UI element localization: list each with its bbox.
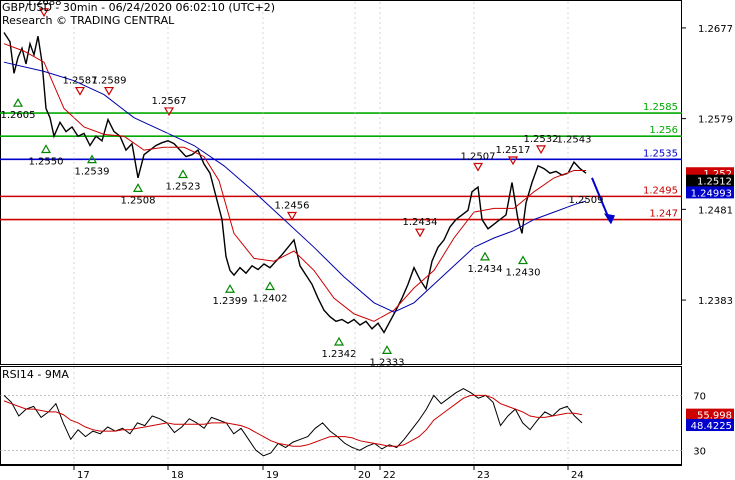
high-label-19: 1.2532 bbox=[524, 134, 559, 145]
rsi-tag-label-1: 48.4225 bbox=[691, 421, 732, 432]
level-label-1: 1.256 bbox=[649, 125, 678, 136]
low-marker-8 bbox=[177, 169, 189, 179]
chart-credit: Research © TRADING CENTRAL bbox=[2, 14, 175, 27]
price-panel-frame bbox=[0, 0, 682, 365]
price-line-1 bbox=[3, 43, 586, 322]
level-label-3: 1.2495 bbox=[643, 185, 678, 196]
high-label-4: 1.2589 bbox=[92, 76, 127, 87]
y-tick-label-3: 1.2383 bbox=[698, 296, 733, 307]
y-tick-label-1: 1.2579 bbox=[698, 115, 733, 126]
y-tick-label-0: 1.2677 bbox=[698, 24, 733, 35]
low-marker-16 bbox=[479, 251, 491, 261]
high-marker-0 bbox=[38, 8, 50, 18]
high-label-7: 1.2567 bbox=[152, 96, 187, 107]
high-marker-17 bbox=[507, 156, 519, 166]
high-marker-4 bbox=[103, 86, 115, 96]
low-marker-2 bbox=[40, 144, 52, 154]
point-label-21: 1.2509 bbox=[569, 195, 604, 206]
rsi-tag-bg-0 bbox=[686, 408, 734, 421]
low-label-1: 1.2605 bbox=[1, 110, 36, 121]
level-label-0: 1.2585 bbox=[643, 102, 678, 113]
high-label-17: 1.2517 bbox=[496, 145, 531, 156]
high-label-3: 1.2587 bbox=[63, 76, 98, 87]
low-marker-12 bbox=[333, 336, 345, 346]
x-tick-label-6: 24 bbox=[571, 470, 584, 480]
price-tag-bg-1 bbox=[686, 174, 734, 187]
high-label-0: 1.2688 bbox=[27, 0, 62, 8]
high-marker-15 bbox=[472, 162, 484, 172]
y-tick-label-2: 1.2481 bbox=[698, 205, 733, 216]
rsi-title: RSI14 - 9MA bbox=[2, 368, 69, 381]
x-tick-label-4: 22 bbox=[383, 470, 396, 480]
low-marker-18 bbox=[517, 255, 529, 265]
low-marker-5 bbox=[86, 154, 98, 164]
high-marker-11 bbox=[286, 211, 298, 221]
high-marker-19 bbox=[535, 145, 547, 155]
low-marker-6 bbox=[132, 183, 144, 192]
support-resistance-levels: 1.2585 1.256 1.2535 1.2495 1.247 bbox=[0, 102, 682, 221]
price-tag-label-1: 1.2512 bbox=[697, 177, 732, 188]
rsi-series bbox=[0, 388, 682, 457]
high-label-11: 1.2456 bbox=[275, 201, 310, 212]
high-marker-7 bbox=[163, 107, 175, 117]
rsi-tag-label-0: 55.998 bbox=[697, 411, 732, 422]
x-tick-label-2: 19 bbox=[266, 470, 279, 480]
rsi-tick-label-1: 30 bbox=[693, 446, 706, 457]
rsi-panel-frame bbox=[0, 366, 682, 465]
x-tick-label-3: 20 bbox=[358, 470, 371, 480]
low-label-16: 1.2434 bbox=[468, 264, 503, 275]
low-label-8: 1.2523 bbox=[166, 181, 201, 192]
price-tag-label-2: 1.24993 bbox=[691, 188, 732, 199]
low-label-13: 1.2333 bbox=[370, 357, 405, 368]
axis-labels: 1.26771.25791.24811.23831.2521.25121.249… bbox=[73, 2, 734, 480]
low-label-6: 1.2508 bbox=[121, 195, 156, 206]
high-label-15: 1.2507 bbox=[461, 151, 496, 162]
low-marker-1 bbox=[12, 97, 24, 107]
low-marker-10 bbox=[264, 281, 276, 291]
high-marker-14 bbox=[414, 228, 426, 238]
price-line-0 bbox=[3, 32, 587, 334]
x-tick-label-5: 23 bbox=[477, 470, 490, 480]
level-label-2: 1.2535 bbox=[643, 148, 678, 159]
x-tick-label-0: 17 bbox=[77, 470, 90, 480]
point-label-20: 1.2543 bbox=[557, 135, 592, 146]
low-marker-9 bbox=[224, 284, 236, 293]
rsi-tag-bg-1 bbox=[686, 419, 734, 432]
price-series bbox=[3, 32, 615, 334]
low-label-5: 1.2539 bbox=[75, 167, 110, 178]
low-label-9: 1.2399 bbox=[213, 296, 248, 307]
low-label-12: 1.2342 bbox=[322, 349, 357, 360]
price-tag-bg-2 bbox=[686, 186, 734, 199]
rsi-tick-label-0: 70 bbox=[693, 391, 706, 402]
x-tick-label-1: 18 bbox=[171, 470, 184, 480]
level-label-4: 1.247 bbox=[649, 209, 678, 220]
price-line-2 bbox=[3, 61, 587, 313]
high-label-14: 1.2434 bbox=[403, 217, 438, 228]
low-label-10: 1.2402 bbox=[253, 293, 288, 304]
low-label-18: 1.2430 bbox=[506, 268, 541, 279]
rsi-line-1 bbox=[3, 394, 583, 447]
chart-title: GBP/USD - 30min - 06/24/2020 06:02:10 (U… bbox=[2, 1, 275, 14]
low-label-2: 1.2550 bbox=[29, 156, 64, 167]
low-marker-13 bbox=[381, 345, 393, 354]
forecast-arrow-head bbox=[604, 213, 615, 225]
high-marker-3 bbox=[74, 86, 86, 96]
